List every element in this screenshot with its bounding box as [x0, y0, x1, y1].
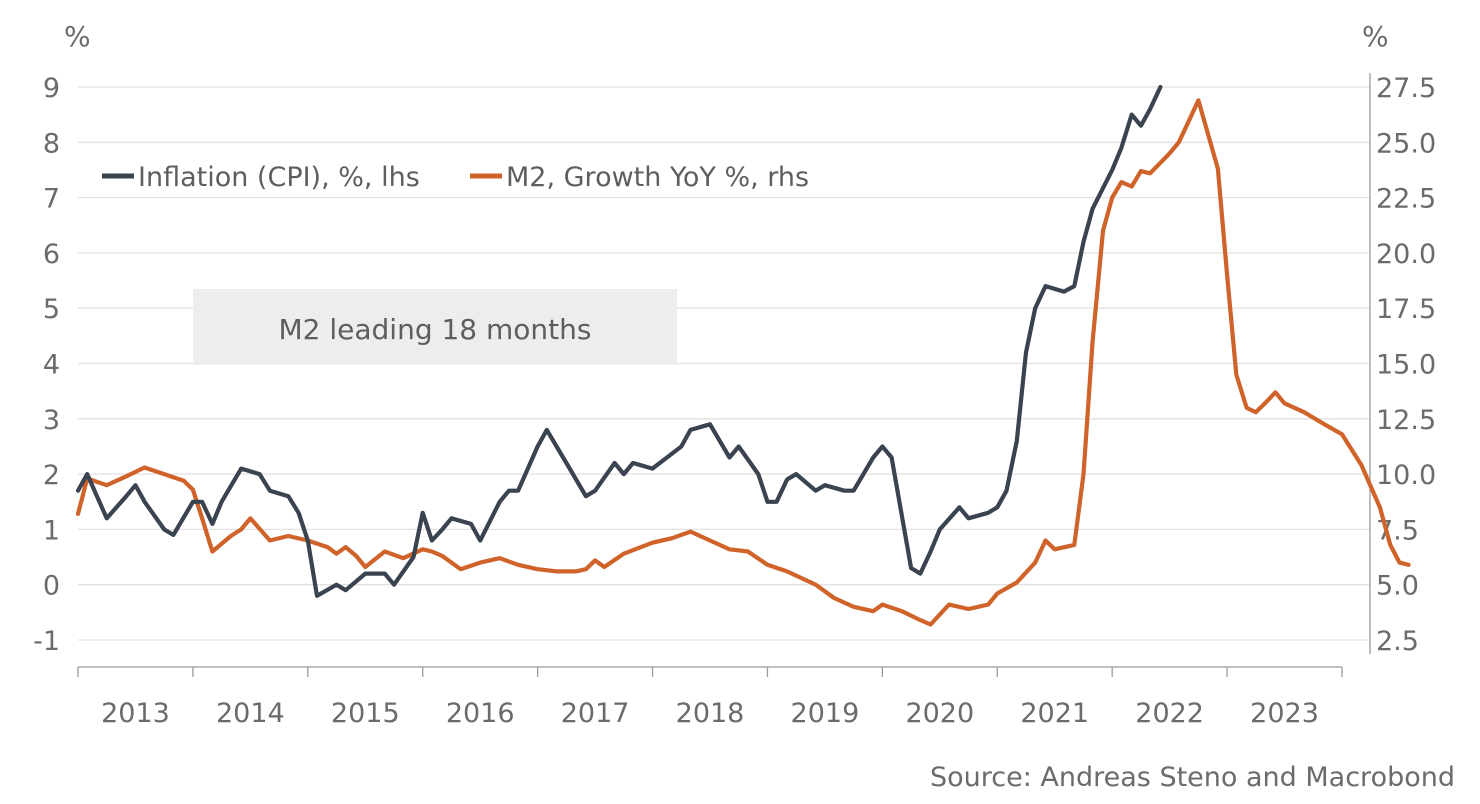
- left-tick-label: 0: [43, 571, 60, 602]
- left-tick-label: -1: [33, 626, 60, 657]
- series-line-inflation: [75, 84, 1163, 598]
- right-tick-label: 25.0: [1376, 128, 1436, 159]
- right-tick-label: 17.5: [1376, 294, 1436, 325]
- x-tick-label: 2014: [216, 698, 285, 729]
- right-tick-label: 2.5: [1376, 626, 1419, 657]
- right-tick-label: 10.0: [1376, 460, 1436, 491]
- right-tick-label: 15.0: [1376, 350, 1436, 381]
- right-axis-unit: %: [1362, 20, 1389, 53]
- x-tick-label: 2019: [791, 698, 860, 729]
- annotation-text: M2 leading 18 months: [278, 313, 591, 346]
- left-tick-label: 5: [43, 294, 60, 325]
- x-tick-label: 2022: [1135, 698, 1204, 729]
- left-tick-label: 2: [43, 460, 60, 491]
- right-tick-label: 27.5: [1376, 73, 1436, 104]
- x-tick-label: 2020: [905, 698, 974, 729]
- series-lines: [75, 84, 1411, 627]
- left-axis-ticks: -1 0 1 2 3 4 5 6 7 8 9: [33, 73, 60, 657]
- source-note: Source: Andreas Steno and Macrobond: [930, 762, 1455, 793]
- series-line-m2: [75, 98, 1411, 627]
- x-tick-label: 2015: [331, 698, 400, 729]
- x-tick-label: 2017: [561, 698, 630, 729]
- legend: Inflation (CPI), %, lhs M2, Growth YoY %…: [102, 162, 809, 193]
- left-tick-label: 4: [43, 350, 60, 381]
- right-tick-label: 5.0: [1376, 571, 1419, 602]
- annotation-box: [193, 289, 677, 365]
- x-tick-label: 2023: [1250, 698, 1319, 729]
- x-tick-label: 2021: [1020, 698, 1089, 729]
- right-axis-ticks: 2.55.07.510.012.515.017.520.022.525.027.…: [1369, 73, 1436, 657]
- x-tick-label: 2013: [101, 698, 170, 729]
- left-tick-label: 3: [43, 405, 60, 436]
- right-tick-label: 22.5: [1376, 184, 1436, 215]
- right-tick-label: 20.0: [1376, 239, 1436, 270]
- annotation: M2 leading 18 months: [193, 289, 677, 365]
- left-tick-label: 6: [43, 239, 60, 270]
- left-tick-label: 1: [43, 515, 60, 546]
- left-tick-label: 8: [43, 128, 60, 159]
- left-tick-label: 7: [43, 184, 60, 215]
- x-axis: 2013 2014 2015 2016 2017 2018 2019 2020 2021 2022…: [77, 666, 1343, 729]
- x-tick-label: 2016: [446, 698, 515, 729]
- x-tick-label: 2018: [676, 698, 745, 729]
- legend-label-inflation: Inflation (CPI), %, lhs: [138, 162, 420, 193]
- left-axis-unit: %: [64, 20, 91, 53]
- left-tick-label: 9: [43, 73, 60, 104]
- legend-label-m2: M2, Growth YoY %, rhs: [506, 162, 809, 193]
- right-tick-label: 12.5: [1376, 405, 1436, 436]
